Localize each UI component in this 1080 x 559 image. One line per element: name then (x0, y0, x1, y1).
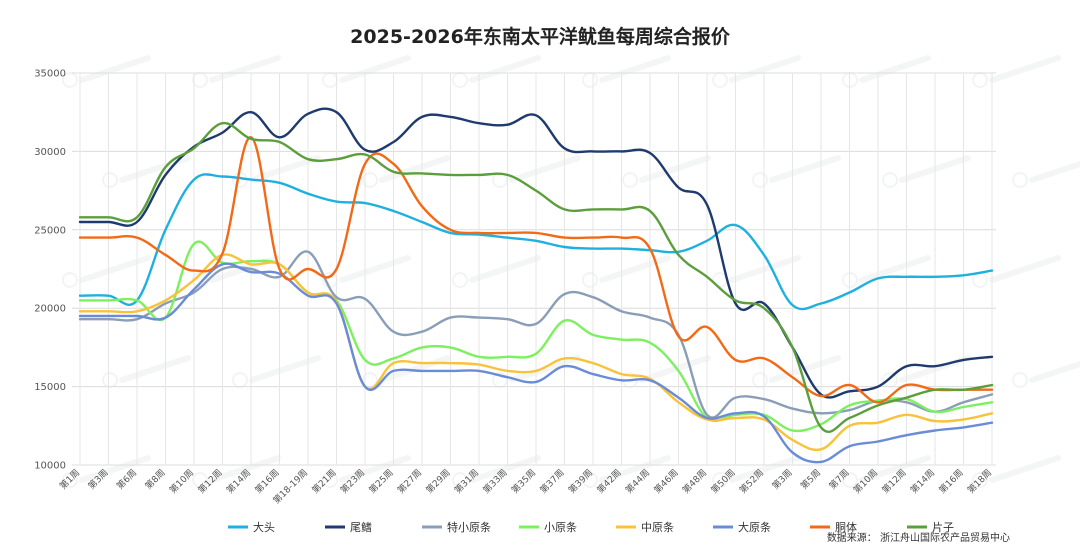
x-tick-label: 第42周 (594, 467, 623, 496)
legend-item: 中原条 (616, 520, 674, 534)
y-tick-label: 25000 (34, 225, 66, 236)
watermark-mark (62, 255, 151, 288)
watermark-mark (622, 155, 711, 188)
legend: 大头 尾鳍 特小原条 小原条 中原条 大原条 胴体 片子 (228, 520, 954, 534)
legend-item: 小原条 (519, 520, 577, 534)
legend-item: 片子 (907, 521, 954, 534)
legend-label: 胴体 (835, 520, 857, 534)
watermark-mark (752, 355, 841, 388)
x-tick-label: 第7周 (826, 467, 851, 492)
watermark-mark (1012, 360, 1080, 388)
legend-label: 片子 (932, 521, 954, 534)
watermark-mark (322, 455, 411, 488)
legend-item: 尾鳍 (325, 520, 372, 534)
legend-item: 大头 (228, 520, 275, 534)
legend-label: 大头 (253, 520, 275, 534)
x-tick-label: 第14周 (908, 467, 937, 496)
watermark-mark (1012, 160, 1080, 188)
series-line-7 (78, 121, 994, 434)
x-tick-label: 第39周 (566, 467, 595, 496)
y-tick-label: 30000 (34, 147, 66, 158)
series-lines (78, 107, 994, 464)
x-tick-label: 第5周 (798, 467, 823, 492)
watermark-mark (582, 255, 671, 288)
watermark-mark (582, 455, 671, 488)
watermark-mark (712, 455, 801, 488)
legend-item: 特小原条 (422, 520, 491, 534)
y-tick-label: 35000 (34, 69, 66, 80)
x-tick-label: 第3周 (769, 467, 794, 492)
x-tick-label: 第46周 (651, 467, 680, 496)
legend-label: 大原条 (738, 520, 771, 534)
watermark-mark (452, 255, 541, 288)
x-tick-label: 第10周 (167, 467, 196, 496)
legend-item: 胴体 (810, 520, 857, 534)
series-line-4 (78, 253, 994, 452)
watermark-mark (62, 55, 151, 88)
series-line-1 (78, 107, 994, 399)
x-tick-label: 第21周 (309, 467, 338, 496)
watermark-mark (752, 155, 841, 188)
legend-item: 大原条 (713, 520, 771, 534)
x-tick-label: 第16周 (252, 467, 281, 496)
x-tick-label: 第10周 (851, 467, 880, 496)
legend-label: 中原条 (641, 520, 674, 534)
y-axis: 10000 15000 20000 25000 30000 35000 (34, 69, 66, 472)
series-line-5 (78, 262, 994, 464)
y-tick-label: 20000 (34, 304, 66, 315)
x-tick-label: 第37周 (537, 467, 566, 496)
y-tick-label: 15000 (34, 382, 66, 393)
x-tick-label: 第8周 (142, 467, 167, 492)
x-tick-label: 第12周 (195, 467, 224, 496)
watermark-mark (842, 455, 931, 488)
legend-label: 尾鳍 (350, 520, 372, 534)
watermark-mark (192, 455, 281, 488)
legend-label: 特小原条 (447, 520, 491, 534)
watermark-mark (972, 455, 1061, 488)
chart-title: 2025-2026年东南太平洋鱿鱼每周综合报价 (350, 25, 731, 48)
x-tick-label: 第35周 (509, 467, 538, 496)
watermark-mark (102, 355, 191, 388)
watermark-mark (452, 455, 541, 488)
legend-label: 小原条 (544, 520, 577, 534)
y-tick-label: 10000 (34, 461, 66, 472)
series-line-0 (78, 173, 994, 311)
series-line-6 (78, 136, 994, 404)
x-tick-label: 第48周 (680, 467, 709, 496)
source-note: 数据来源： 浙江舟山国际农产品贸易中心 (827, 531, 1010, 544)
watermark-mark (232, 355, 321, 388)
x-tick-label: 第27周 (395, 467, 424, 496)
x-tick-label: 第29周 (423, 467, 452, 496)
watermark-mark (882, 155, 971, 188)
watermark-mark (842, 255, 931, 288)
x-tick-label: 第16周 (936, 467, 965, 496)
